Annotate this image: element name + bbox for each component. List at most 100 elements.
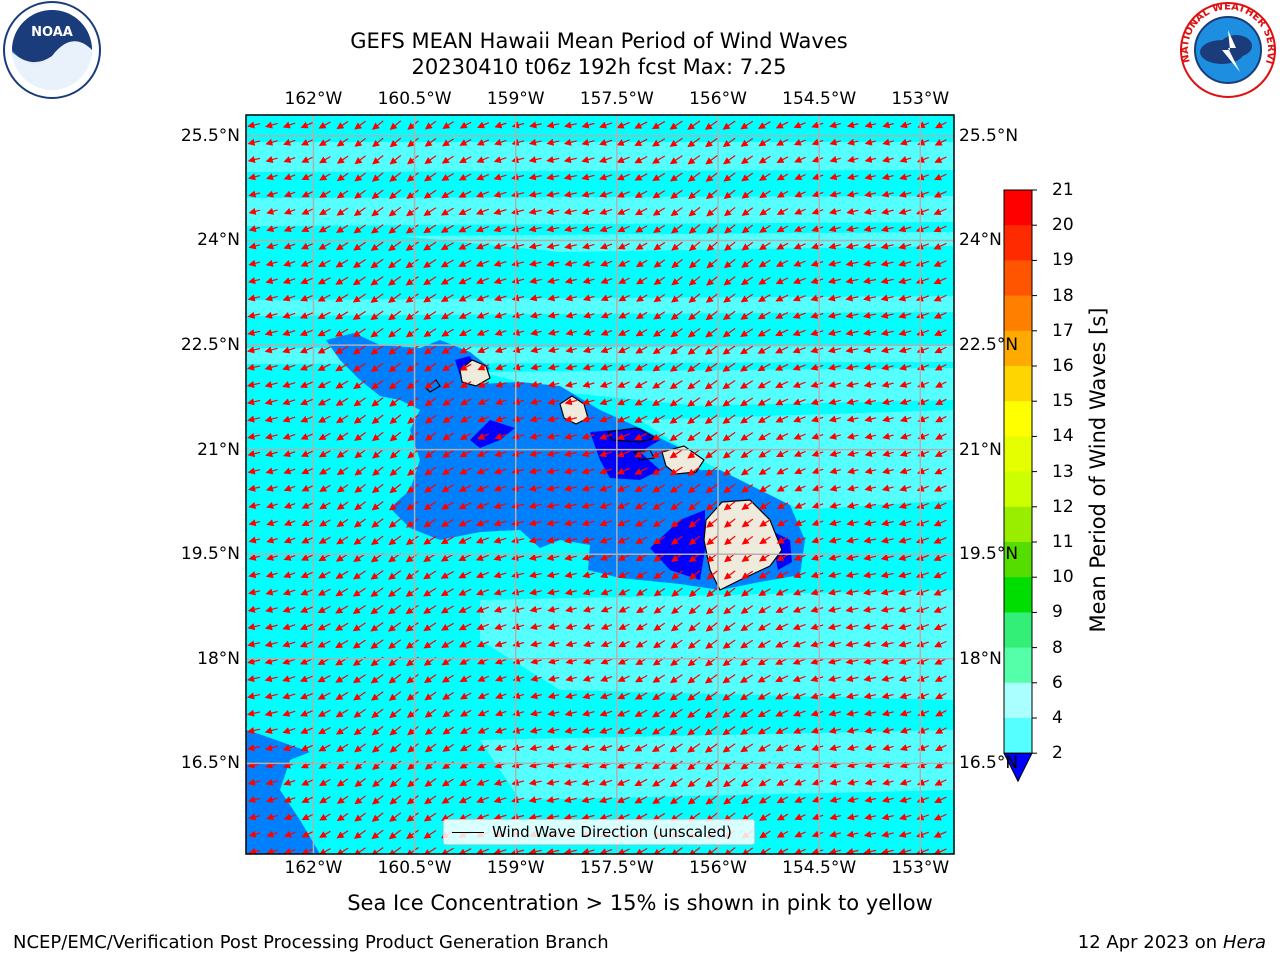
wind-vector xyxy=(266,242,278,250)
wind-vector xyxy=(688,206,701,217)
wind-vector xyxy=(510,208,525,216)
wind-vector xyxy=(423,328,437,338)
wind-vector xyxy=(317,398,331,406)
wind-vector xyxy=(862,311,877,319)
wind-vector xyxy=(669,397,683,407)
wind-vector xyxy=(706,276,718,286)
wind-vector xyxy=(423,189,437,199)
wind-vector xyxy=(670,310,683,320)
wind-vector xyxy=(740,414,754,424)
wind-vector xyxy=(354,189,366,199)
wind-vector xyxy=(264,329,278,337)
wind-vector xyxy=(265,156,278,163)
wind-vector xyxy=(459,398,472,406)
wind-vector xyxy=(794,156,806,163)
wind-vector xyxy=(441,190,454,199)
wind-vector xyxy=(828,259,841,267)
wind-vector xyxy=(318,138,331,146)
wind-vector xyxy=(266,207,278,215)
wind-vector xyxy=(423,310,437,320)
y-tick-left: 25.5°N xyxy=(180,125,240,146)
colorbar-segment xyxy=(1004,647,1032,684)
footer-date: 12 Apr 2023 on Hera xyxy=(1078,932,1266,954)
wind-vector xyxy=(423,259,437,268)
wind-vector xyxy=(933,242,947,250)
wind-vector xyxy=(458,329,472,337)
wind-vector xyxy=(635,242,648,250)
wind-vector xyxy=(564,380,577,388)
wind-vector xyxy=(248,259,261,267)
wind-vector xyxy=(669,120,683,130)
wind-vector xyxy=(635,294,648,302)
wind-vector xyxy=(529,311,542,319)
wind-vector xyxy=(724,224,736,234)
wind-vector xyxy=(336,224,349,233)
wind-vector xyxy=(669,137,683,147)
wind-vector xyxy=(741,172,754,182)
wind-vector xyxy=(757,328,771,337)
wind-vector xyxy=(264,363,278,371)
wind-vector xyxy=(530,346,542,354)
wind-vector xyxy=(440,276,454,285)
wind-vector xyxy=(547,398,560,406)
wind-vector xyxy=(246,363,261,371)
wind-vector xyxy=(407,414,419,424)
wind-vector xyxy=(283,259,296,267)
wind-vector xyxy=(247,138,261,146)
wind-vector xyxy=(546,225,560,233)
wind-vector xyxy=(266,225,278,233)
wind-vector xyxy=(898,294,912,302)
wind-vector xyxy=(915,260,930,267)
wind-vector xyxy=(758,276,771,285)
wind-vector xyxy=(723,172,736,182)
wind-vector xyxy=(511,242,525,250)
wind-vector xyxy=(933,173,947,181)
wind-vector xyxy=(863,380,877,388)
wind-vector xyxy=(405,293,419,303)
wind-vector xyxy=(528,138,542,146)
colorbar xyxy=(1003,189,1037,783)
wind-vector xyxy=(634,415,648,423)
wind-vector xyxy=(335,380,349,389)
wind-vector xyxy=(759,190,771,199)
wind-vector xyxy=(406,155,419,165)
wind-vector xyxy=(599,173,613,181)
wind-vector xyxy=(881,380,894,388)
wind-vector xyxy=(335,276,349,285)
wind-vector xyxy=(475,225,490,233)
y-tick-right: 22.5°N xyxy=(959,335,1019,356)
wind-vector xyxy=(599,242,613,250)
wind-vector xyxy=(898,242,912,250)
wind-vector xyxy=(898,225,912,233)
wind-vector xyxy=(864,398,877,406)
y-tick-right: 24°N xyxy=(959,230,1002,251)
wind-vector xyxy=(283,156,296,163)
wind-vector xyxy=(898,208,912,215)
wind-vector xyxy=(722,362,736,372)
wind-vector xyxy=(618,294,630,302)
colorbar-tick-label: 8 xyxy=(1052,637,1063,658)
wind-vector xyxy=(370,293,384,303)
wind-vector xyxy=(618,329,630,336)
wind-vector xyxy=(829,190,841,198)
wind-vector xyxy=(265,138,278,146)
wind-vector xyxy=(477,433,490,440)
wind-vector xyxy=(563,173,577,181)
y-tick-left: 19.5°N xyxy=(180,544,240,565)
wind-vector xyxy=(495,363,507,371)
wind-vector xyxy=(494,398,507,406)
wind-vector xyxy=(899,121,912,129)
wind-vector xyxy=(352,328,366,338)
x-tick-bottom: 159°W xyxy=(486,858,545,878)
wind-vector xyxy=(423,224,437,234)
wind-vector xyxy=(934,381,947,388)
wind-vector xyxy=(635,225,648,233)
wind-vector xyxy=(424,138,437,147)
wind-vector xyxy=(741,259,754,268)
legend-line-sample xyxy=(452,832,484,833)
wind-vector xyxy=(740,138,754,147)
wind-vector xyxy=(758,242,771,251)
wind-vector xyxy=(563,156,577,164)
wind-vector xyxy=(353,380,366,390)
colorbar-segment xyxy=(1004,471,1032,508)
